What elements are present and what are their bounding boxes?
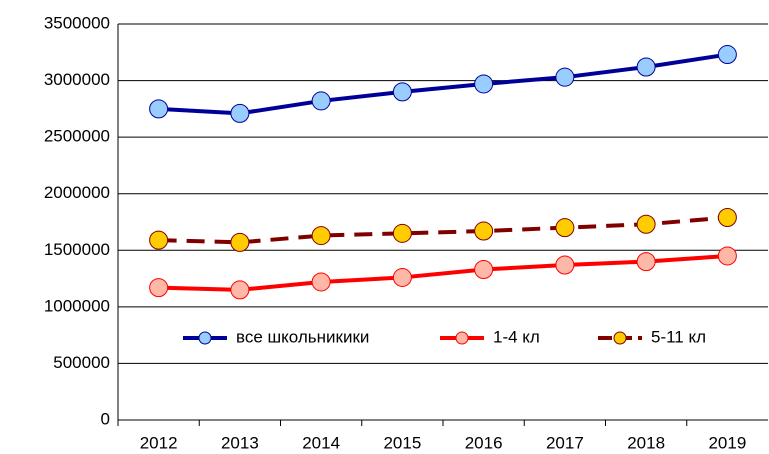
x-tick-label: 2017 (546, 433, 584, 452)
y-tick-label: 1000000 (44, 296, 110, 315)
series-line (158, 253, 728, 292)
marker (149, 230, 169, 250)
y-tick-label: 0 (101, 409, 110, 428)
y-tick-label: 500000 (53, 353, 110, 372)
marker (555, 255, 575, 275)
marker (392, 223, 412, 243)
x-tick-label: 2014 (302, 433, 340, 452)
legend-marker (613, 331, 627, 345)
x-tick-label: 2012 (140, 433, 178, 452)
marker (717, 207, 737, 227)
y-tick-label: 1500000 (44, 240, 110, 259)
marker (392, 82, 412, 102)
y-tick-label: 2500000 (44, 127, 110, 146)
marker (311, 272, 331, 292)
legend-label: 1-4 кл (493, 327, 540, 346)
marker (149, 99, 169, 119)
marker (555, 67, 575, 87)
y-tick-label: 3000000 (44, 70, 110, 89)
marker (311, 226, 331, 246)
marker (636, 252, 656, 272)
x-tick-label: 2016 (465, 433, 503, 452)
marker (230, 280, 250, 300)
marker (392, 267, 412, 287)
marker (149, 278, 169, 298)
x-tick-label: 2018 (627, 433, 665, 452)
legend-label: все школьникики (236, 327, 369, 346)
marker (311, 91, 331, 111)
legend-label: 5-11 кл (651, 327, 706, 346)
marker (474, 221, 494, 241)
x-tick-label: 2015 (383, 433, 421, 452)
marker (230, 232, 250, 252)
y-tick-label: 3500000 (44, 13, 110, 32)
x-tick-label: 2013 (221, 433, 259, 452)
series-line (158, 215, 728, 245)
marker (717, 45, 737, 65)
series-line (158, 52, 728, 116)
marker (474, 74, 494, 94)
marker (717, 246, 737, 266)
marker (636, 214, 656, 234)
marker (230, 103, 250, 123)
y-tick-label: 2000000 (44, 183, 110, 202)
legend-marker (198, 331, 212, 345)
legend-marker (455, 331, 469, 345)
x-tick-label: 2019 (708, 433, 746, 452)
marker (474, 260, 494, 280)
marker (555, 218, 575, 238)
marker (636, 57, 656, 77)
